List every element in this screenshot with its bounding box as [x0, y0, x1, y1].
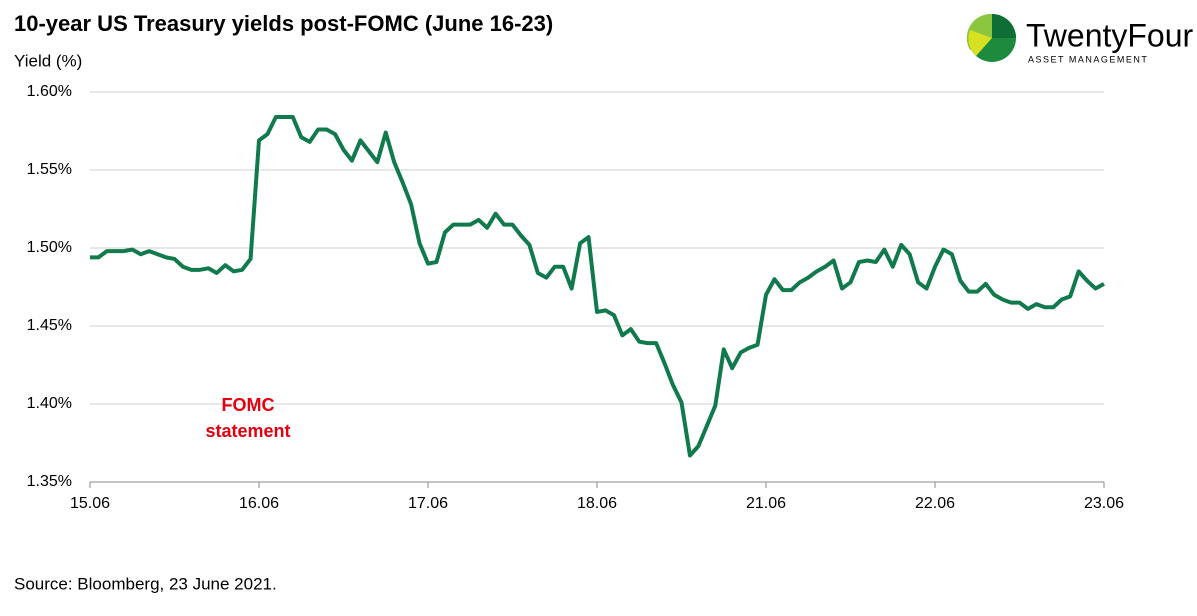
x-tick-label: 22.06 [915, 495, 955, 512]
x-tick-label: 17.06 [408, 495, 448, 512]
chart-title: 10-year US Treasury yields post-FOMC (Ju… [14, 11, 553, 36]
source: Source: Bloomberg, 23 June 2021. [14, 574, 277, 593]
y-tick-label: 1.50% [27, 239, 72, 256]
x-tick-label: 23.06 [1084, 495, 1124, 512]
logo: TwentyFour ASSET MANAGEMENT [966, 13, 1194, 64]
x-tick-label: 15.06 [70, 495, 110, 512]
y-tick-label: 1.60% [27, 83, 72, 100]
annotation: statement [205, 421, 290, 441]
y-axis-label: Yield (%) [14, 51, 82, 70]
y-tick-label: 1.45% [27, 317, 72, 334]
logo-name: TwentyFour [1026, 17, 1194, 53]
x-tick-label: 21.06 [746, 495, 786, 512]
series-line [90, 114, 1105, 458]
annotation: FOMC [222, 395, 275, 415]
logo-icon-segment [992, 14, 1016, 38]
y-tick-label: 1.40% [27, 395, 72, 412]
logo-tagline: ASSET MANAGEMENT [1028, 54, 1148, 64]
x-tick-label: 16.06 [239, 495, 279, 512]
y-tick-label: 1.35% [27, 473, 72, 490]
logo-icon-segment [968, 30, 992, 56]
y-tick-label: 1.55% [27, 161, 72, 178]
x-tick-label: 18.06 [577, 495, 617, 512]
